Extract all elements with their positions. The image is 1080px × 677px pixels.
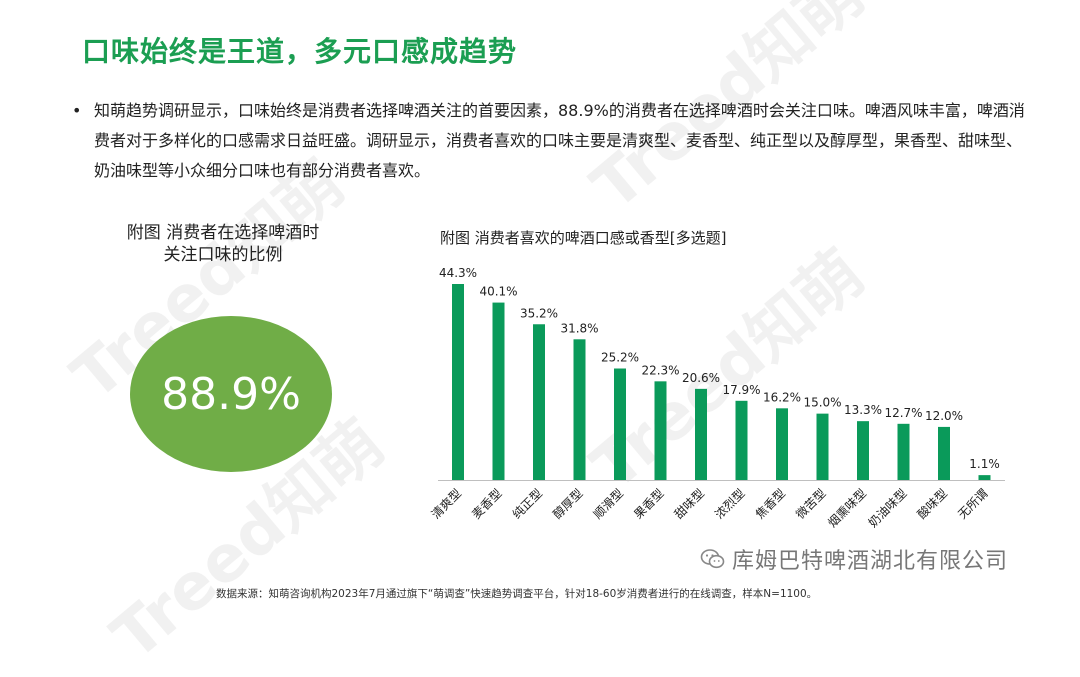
category-label-1: 麦香型 xyxy=(469,486,504,521)
category-label-3: 醇厚型 xyxy=(550,486,586,522)
bar-10 xyxy=(857,421,869,480)
data-label-11: 12.7% xyxy=(884,406,922,420)
bar-7 xyxy=(735,400,748,480)
category-label-6: 甜味型 xyxy=(672,486,707,521)
bar-2 xyxy=(533,324,545,480)
data-label-2: 35.2% xyxy=(520,306,558,320)
left-caption-line1: 附图 消费者在选择啤酒时 xyxy=(126,223,320,243)
bar-9 xyxy=(816,413,829,480)
bullet-text: 知萌趋势调研显示，口味始终是消费者选择啤酒关注的首要因素，88.9%的消费者在选… xyxy=(94,101,1025,180)
bar-0 xyxy=(452,284,464,480)
bar-12 xyxy=(938,426,950,480)
data-label-8: 16.2% xyxy=(763,390,801,404)
category-label-0: 清爽型 xyxy=(429,486,464,521)
category-label-4: 顺滑型 xyxy=(591,486,626,521)
bullet-paragraph: • 知萌趋势调研显示，口味始终是消费者选择啤酒关注的首要因素，88.9%的消费者… xyxy=(72,96,1027,186)
data-label-10: 13.3% xyxy=(844,403,882,417)
bar-6 xyxy=(695,388,707,480)
bar-chart: 44.3% 清爽型 40.1% 麦香型 35.2% 纯正型 31.8% 醇厚型 25.2% 顺滑型… xyxy=(429,266,1005,530)
source-note: 数据来源：知萌咨询机构2023年7月通过旗下“萌调查”快速趋势调查平台，针对18… xyxy=(216,588,818,600)
data-label-3: 31.8% xyxy=(560,321,598,335)
wechat-icon xyxy=(700,549,725,569)
bar-8 xyxy=(776,408,788,480)
wechat-account: 库姆巴特啤酒湖北有限公司 xyxy=(700,543,1008,575)
bar-4 xyxy=(614,368,626,480)
left-caption-line2: 关注口味的比例 xyxy=(163,245,283,265)
category-label-12: 酸味型 xyxy=(914,486,950,522)
highlight-value: 88.9% xyxy=(161,368,301,420)
category-label-11: 奶油味型 xyxy=(866,486,910,530)
bar-1 xyxy=(492,302,505,480)
wechat-account-name: 库姆巴特啤酒湖北有限公司 xyxy=(732,549,1009,574)
category-label-13: 无所谓 xyxy=(955,486,990,521)
data-label-12: 12.0% xyxy=(925,409,963,423)
data-label-0: 44.3% xyxy=(439,266,477,280)
data-label-4: 25.2% xyxy=(601,351,639,365)
highlight-circle: 88.9% xyxy=(130,316,332,472)
bar-11 xyxy=(897,423,910,480)
chart-title: 附图 消费者喜欢的啤酒口感或香型[多选题] xyxy=(440,229,727,247)
bar-5 xyxy=(654,381,667,480)
category-label-10: 烟熏味型 xyxy=(825,486,869,530)
data-label-5: 22.3% xyxy=(641,363,679,377)
category-label-9: 微苦型 xyxy=(793,486,828,521)
data-label-1: 40.1% xyxy=(479,285,517,299)
data-label-6: 20.6% xyxy=(682,371,720,385)
data-label-13: 1.1% xyxy=(969,457,1000,471)
bullet-dot-icon: • xyxy=(72,101,82,120)
category-label-5: 果香型 xyxy=(631,486,666,521)
page-title: 口味始终是王道，多元口感成趋势 xyxy=(82,35,518,68)
data-label-7: 17.9% xyxy=(722,383,760,397)
bar-13 xyxy=(978,475,991,480)
left-chart-caption: 附图 消费者在选择啤酒时 关注口味的比例 xyxy=(108,222,338,266)
category-label-7: 浓烈型 xyxy=(712,486,747,521)
category-label-8: 焦香型 xyxy=(753,486,788,521)
category-label-2: 纯正型 xyxy=(510,486,545,521)
data-label-9: 15.0% xyxy=(803,396,841,410)
bar-3 xyxy=(573,339,586,480)
